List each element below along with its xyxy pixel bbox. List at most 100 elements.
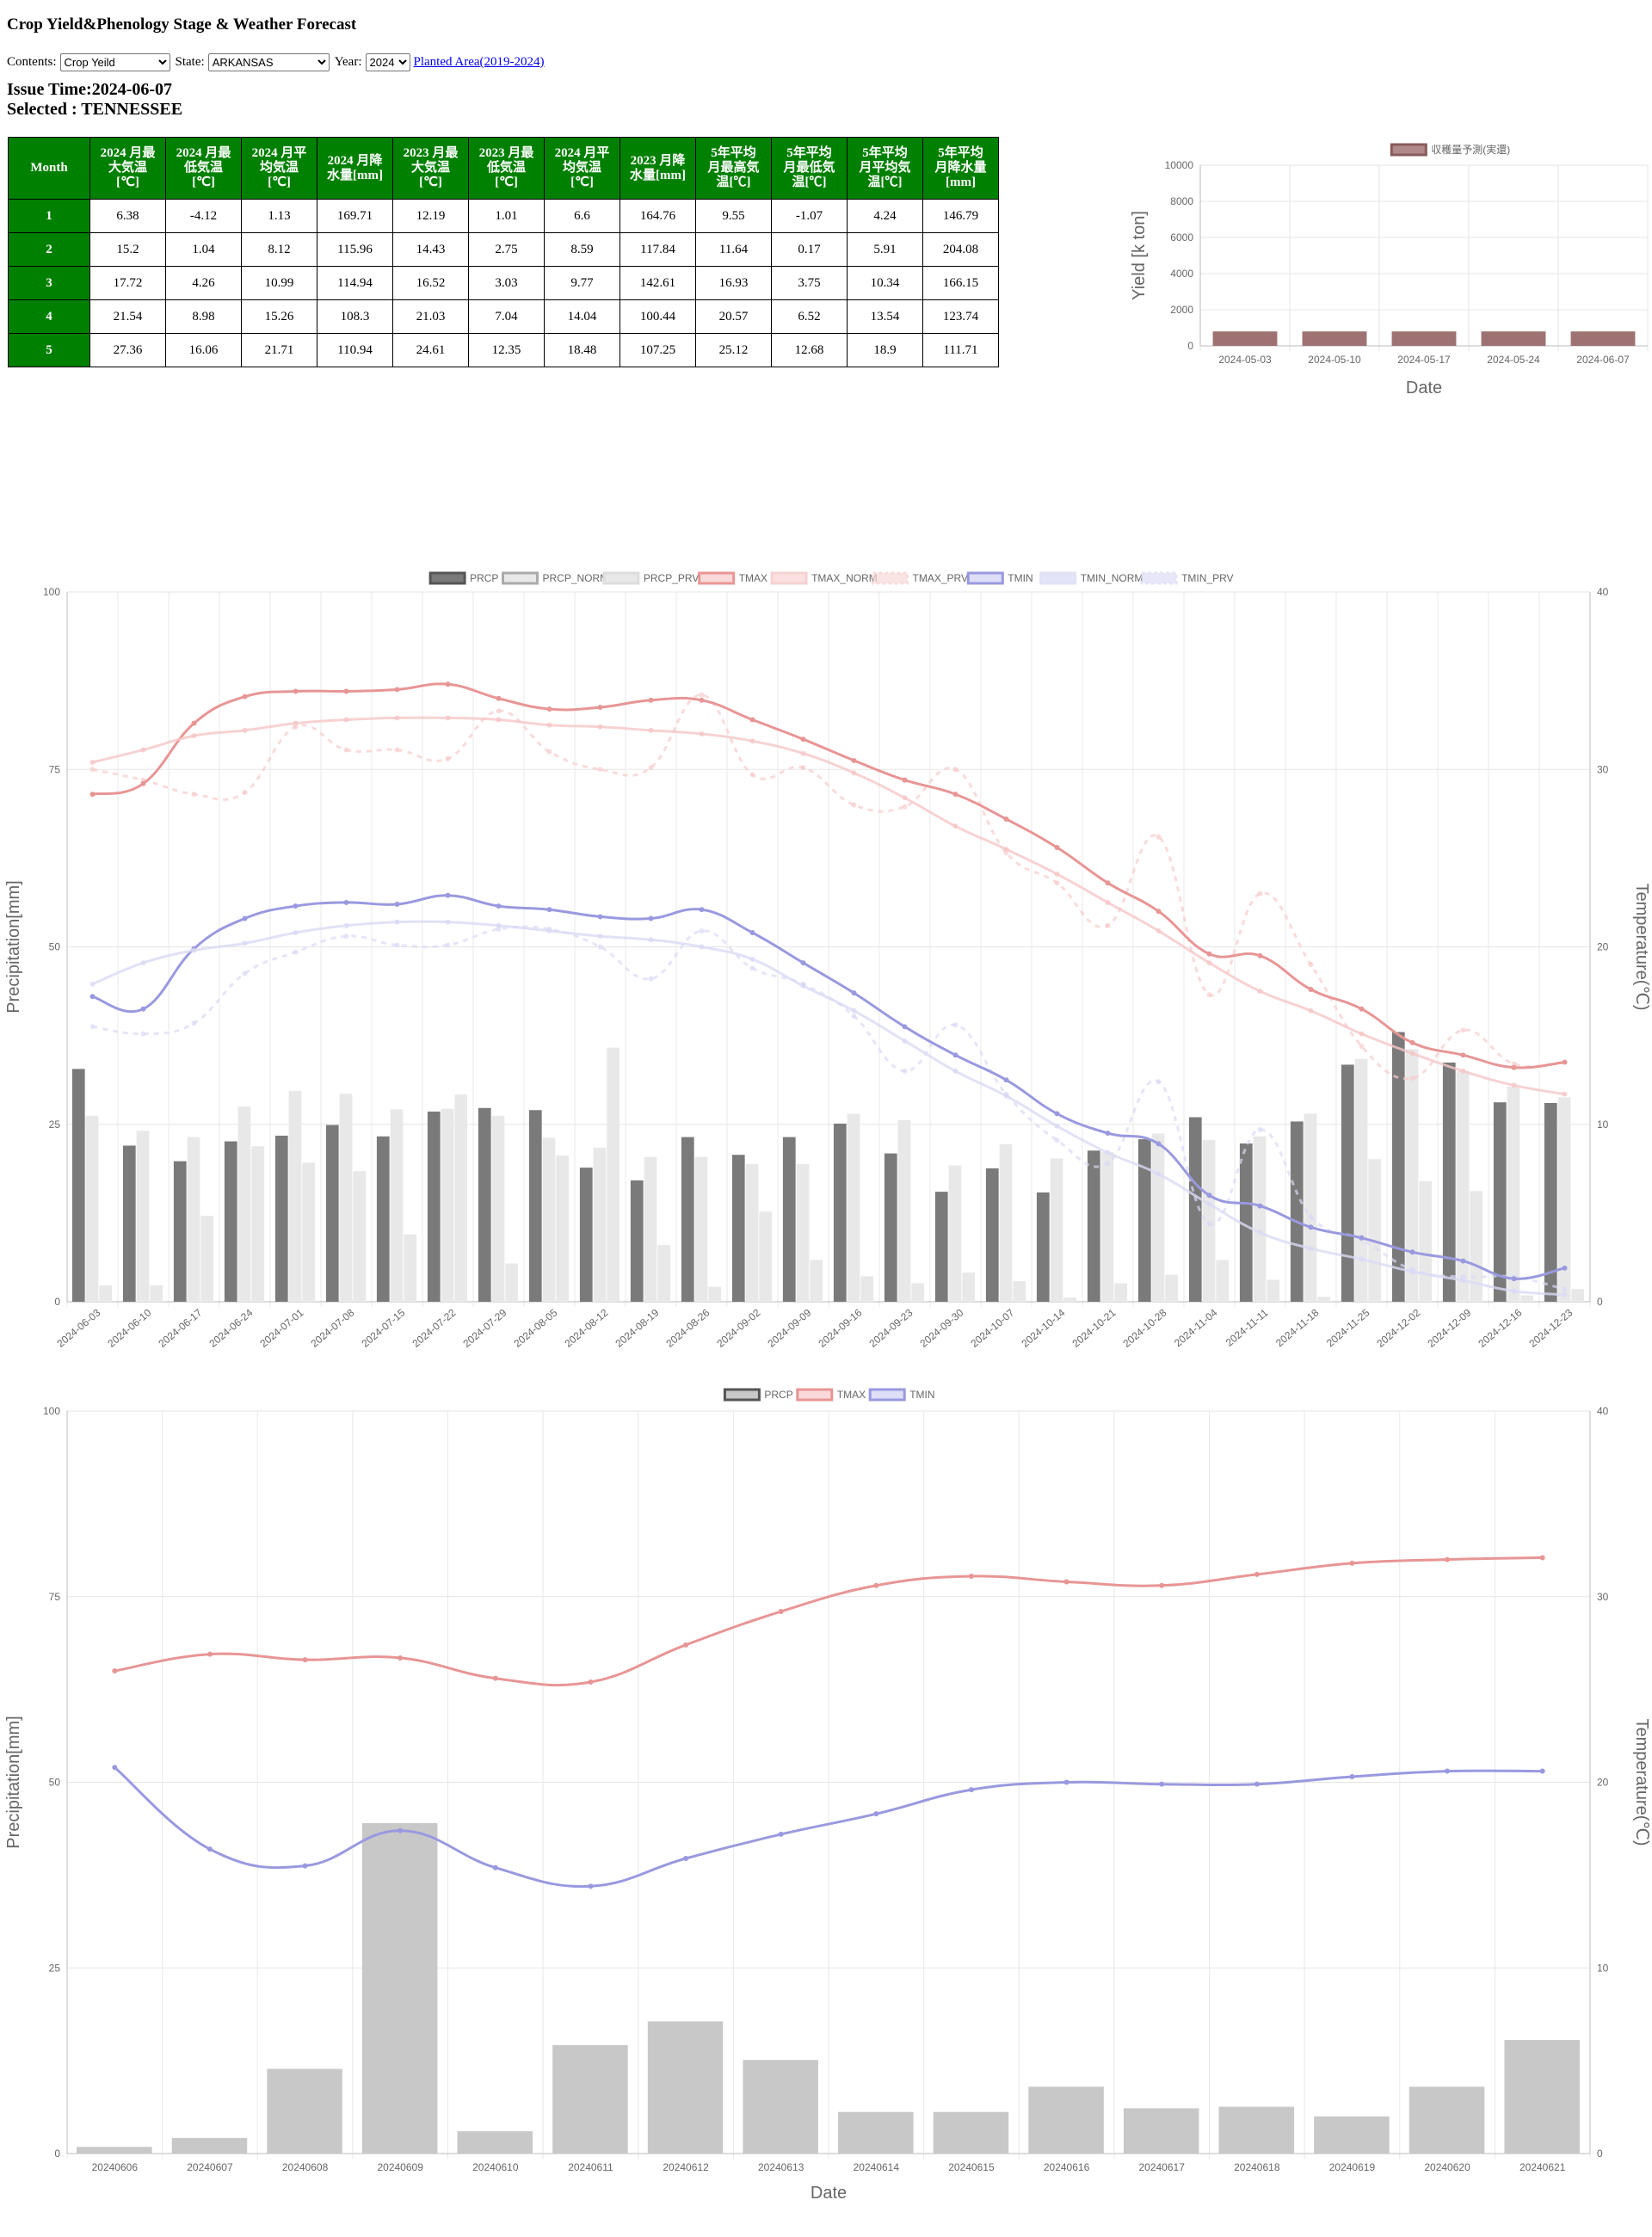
temp-point	[648, 915, 654, 921]
year-select[interactable]: 2024	[365, 53, 410, 71]
temp-point	[1156, 834, 1162, 840]
x-tick-label: 20240621	[1519, 2161, 1566, 2173]
precip-bar	[1123, 2108, 1199, 2154]
right-axis-title: Temperature(℃)	[1632, 883, 1651, 1010]
precip-bar	[1137, 1139, 1151, 1302]
x-tick-label: 2024-12-23	[1526, 1306, 1575, 1349]
legend-swatch	[602, 571, 640, 585]
contents-select[interactable]: Crop Yeild	[59, 53, 170, 71]
state-select[interactable]: ARKANSAS	[207, 53, 330, 71]
table-header-text: 月降水量	[934, 161, 987, 175]
x-tick-label: 20240615	[948, 2161, 995, 2173]
temp-point	[1105, 1149, 1111, 1155]
temp-point	[293, 949, 299, 955]
table-header-cell: 2023 月降 水量[mm]	[620, 137, 696, 200]
temp-point	[1460, 1274, 1466, 1280]
temp-point	[242, 915, 248, 921]
table-header-cell: 5年平均 月平均気 温[℃]	[847, 137, 923, 200]
temp-point	[343, 934, 349, 940]
x-tick-label: 2024-05-10	[1308, 354, 1361, 366]
precip-bar	[122, 1145, 136, 1302]
table-cell: 12.35	[468, 333, 545, 367]
contents-label: Contents:	[7, 55, 57, 69]
temp-point	[445, 715, 451, 721]
yield-bar	[1481, 331, 1546, 346]
temp-point	[1206, 960, 1212, 966]
temp-point	[588, 1883, 594, 1889]
precip-bar	[1557, 1097, 1571, 1302]
left-tick-label: 0	[54, 2148, 60, 2160]
temp-point	[1308, 987, 1314, 992]
temp-point	[206, 1651, 213, 1657]
temp-point	[496, 708, 502, 714]
temp-point	[1562, 1091, 1568, 1097]
table-header-text: 2024 月降	[327, 153, 383, 168]
temp-point	[1054, 880, 1060, 886]
legend-label: PRCP_PRV	[644, 572, 699, 584]
precip-bar	[552, 2045, 628, 2154]
precip-bar	[1544, 1103, 1557, 1302]
temp-point	[952, 767, 959, 773]
planted-area-link[interactable]: Planted Area(2019-2024)	[413, 55, 545, 69]
temp-point	[902, 1068, 908, 1074]
temp-point	[597, 914, 603, 920]
precip-bar	[1267, 1279, 1280, 1302]
legend-swatch	[1390, 143, 1427, 157]
y-tick-label: 0	[1187, 340, 1193, 352]
table-cell: 16.93	[695, 266, 772, 300]
legend-swatch	[428, 571, 466, 585]
table-cell: 18.48	[544, 333, 620, 367]
temp-point	[851, 1008, 857, 1014]
temp-point	[140, 1031, 146, 1037]
temp-point	[343, 688, 349, 694]
precip-bar	[833, 1123, 847, 1302]
table-header-text: [℃]	[116, 176, 139, 189]
precip-bar	[1013, 1281, 1026, 1302]
temp-point	[699, 731, 705, 736]
temp-point	[1003, 850, 1009, 856]
temp-point	[749, 956, 755, 962]
right-tick-label: 20	[1597, 941, 1609, 953]
table-header-text: [℃]	[268, 176, 291, 189]
temp-point	[1156, 1079, 1162, 1085]
legend-swatch	[1039, 571, 1077, 585]
table-header-text: 2024 月最	[100, 146, 156, 160]
temp-point	[1460, 1052, 1466, 1058]
temp-point	[1206, 951, 1212, 957]
precip-bar	[1188, 1117, 1202, 1302]
table-cell: 169.71	[317, 199, 393, 233]
table-cell: 115.96	[317, 232, 393, 267]
table-header-text: 大気温	[108, 161, 147, 175]
temp-point	[902, 1024, 908, 1030]
temp-point	[394, 902, 400, 907]
precip-bar	[1304, 1113, 1317, 1302]
temp-point	[683, 1855, 689, 1861]
precip-bar	[681, 1137, 694, 1302]
temp-point	[89, 981, 96, 987]
temp-line-tmin	[114, 1766, 1543, 1889]
temp-point	[851, 1013, 857, 1019]
temp-point	[588, 1679, 594, 1685]
temp-point	[1511, 1276, 1517, 1282]
precip-bar	[1341, 1064, 1354, 1302]
left-tick-label: 0	[54, 1296, 60, 1308]
temp-point	[394, 942, 400, 948]
precip-bar	[1028, 2086, 1104, 2154]
x-tick-label: 2024-06-17	[156, 1306, 204, 1349]
yield-bar	[1212, 331, 1278, 346]
x-tick-label: 2024-07-22	[410, 1306, 458, 1349]
temp-point	[1359, 1235, 1365, 1241]
temp-point	[1409, 1051, 1415, 1057]
precip-bar	[1290, 1121, 1304, 1302]
table-cell: 6.38	[89, 199, 166, 233]
temp-point	[1460, 1278, 1466, 1284]
temp-point	[1257, 1203, 1263, 1209]
table-cell: 111.71	[922, 333, 999, 367]
temp-point	[242, 940, 248, 946]
temp-point	[597, 944, 603, 950]
temp-point	[546, 722, 552, 728]
precip-bar	[810, 1260, 823, 1302]
table-header-cell: 2024 月最 大気温 [℃]	[89, 137, 166, 200]
precip-bar	[1218, 2106, 1295, 2154]
left-axis-title: Precipitation[mm]	[4, 880, 23, 1014]
